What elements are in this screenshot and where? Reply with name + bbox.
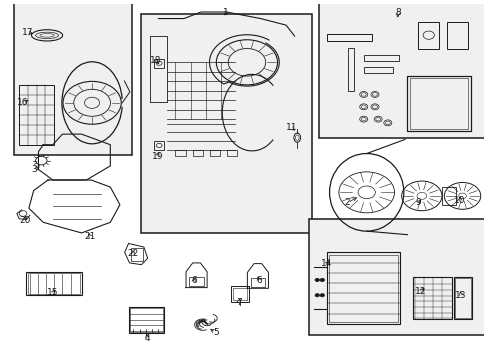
Bar — [192, 150, 203, 156]
Bar — [141, 14, 311, 233]
Text: 3: 3 — [32, 165, 38, 174]
Text: 10: 10 — [453, 196, 465, 205]
Bar — [128, 307, 164, 333]
Bar — [189, 277, 203, 286]
Text: 6: 6 — [256, 276, 261, 285]
Bar — [131, 248, 142, 261]
Bar — [453, 277, 471, 319]
Text: 12: 12 — [414, 287, 426, 296]
Bar — [175, 150, 185, 156]
Text: 22: 22 — [127, 248, 139, 257]
Text: 1: 1 — [223, 8, 229, 17]
Circle shape — [314, 278, 319, 282]
Bar — [417, 22, 438, 49]
Text: 9: 9 — [414, 198, 420, 207]
Bar — [19, 85, 54, 145]
Bar — [26, 272, 81, 294]
Text: 2: 2 — [344, 198, 349, 207]
Circle shape — [320, 278, 324, 282]
Text: 20: 20 — [20, 216, 31, 225]
Bar — [412, 277, 450, 319]
Bar — [231, 286, 249, 302]
Bar — [209, 150, 219, 156]
Bar — [130, 308, 162, 332]
Bar — [329, 255, 397, 321]
Bar — [326, 252, 399, 324]
Text: 8: 8 — [394, 8, 400, 17]
Bar — [326, 34, 371, 41]
Bar — [308, 219, 488, 335]
Text: 13: 13 — [454, 291, 466, 300]
Bar — [454, 278, 470, 318]
Bar — [363, 67, 392, 73]
Text: 4: 4 — [144, 334, 150, 343]
Bar — [363, 55, 398, 61]
Bar — [441, 187, 455, 205]
Circle shape — [320, 294, 324, 297]
Bar — [226, 150, 236, 156]
Bar — [28, 273, 80, 294]
Bar — [233, 288, 246, 300]
Bar — [347, 48, 353, 91]
Text: 18: 18 — [150, 56, 161, 65]
Text: 21: 21 — [84, 232, 96, 241]
Circle shape — [314, 294, 319, 297]
Text: 15: 15 — [47, 288, 59, 297]
Bar — [154, 59, 163, 68]
Bar — [15, 0, 132, 155]
Bar — [154, 141, 163, 150]
Text: 7: 7 — [235, 298, 241, 307]
Text: 5: 5 — [212, 328, 218, 337]
Text: 14: 14 — [321, 259, 332, 268]
Bar — [409, 78, 467, 129]
Text: 6: 6 — [191, 276, 197, 285]
Bar — [250, 278, 264, 287]
Text: 16: 16 — [17, 98, 29, 107]
Bar — [447, 22, 467, 49]
Text: 11: 11 — [285, 123, 297, 132]
Bar — [406, 76, 470, 131]
Text: 19: 19 — [151, 152, 163, 161]
Text: 17: 17 — [22, 28, 34, 37]
